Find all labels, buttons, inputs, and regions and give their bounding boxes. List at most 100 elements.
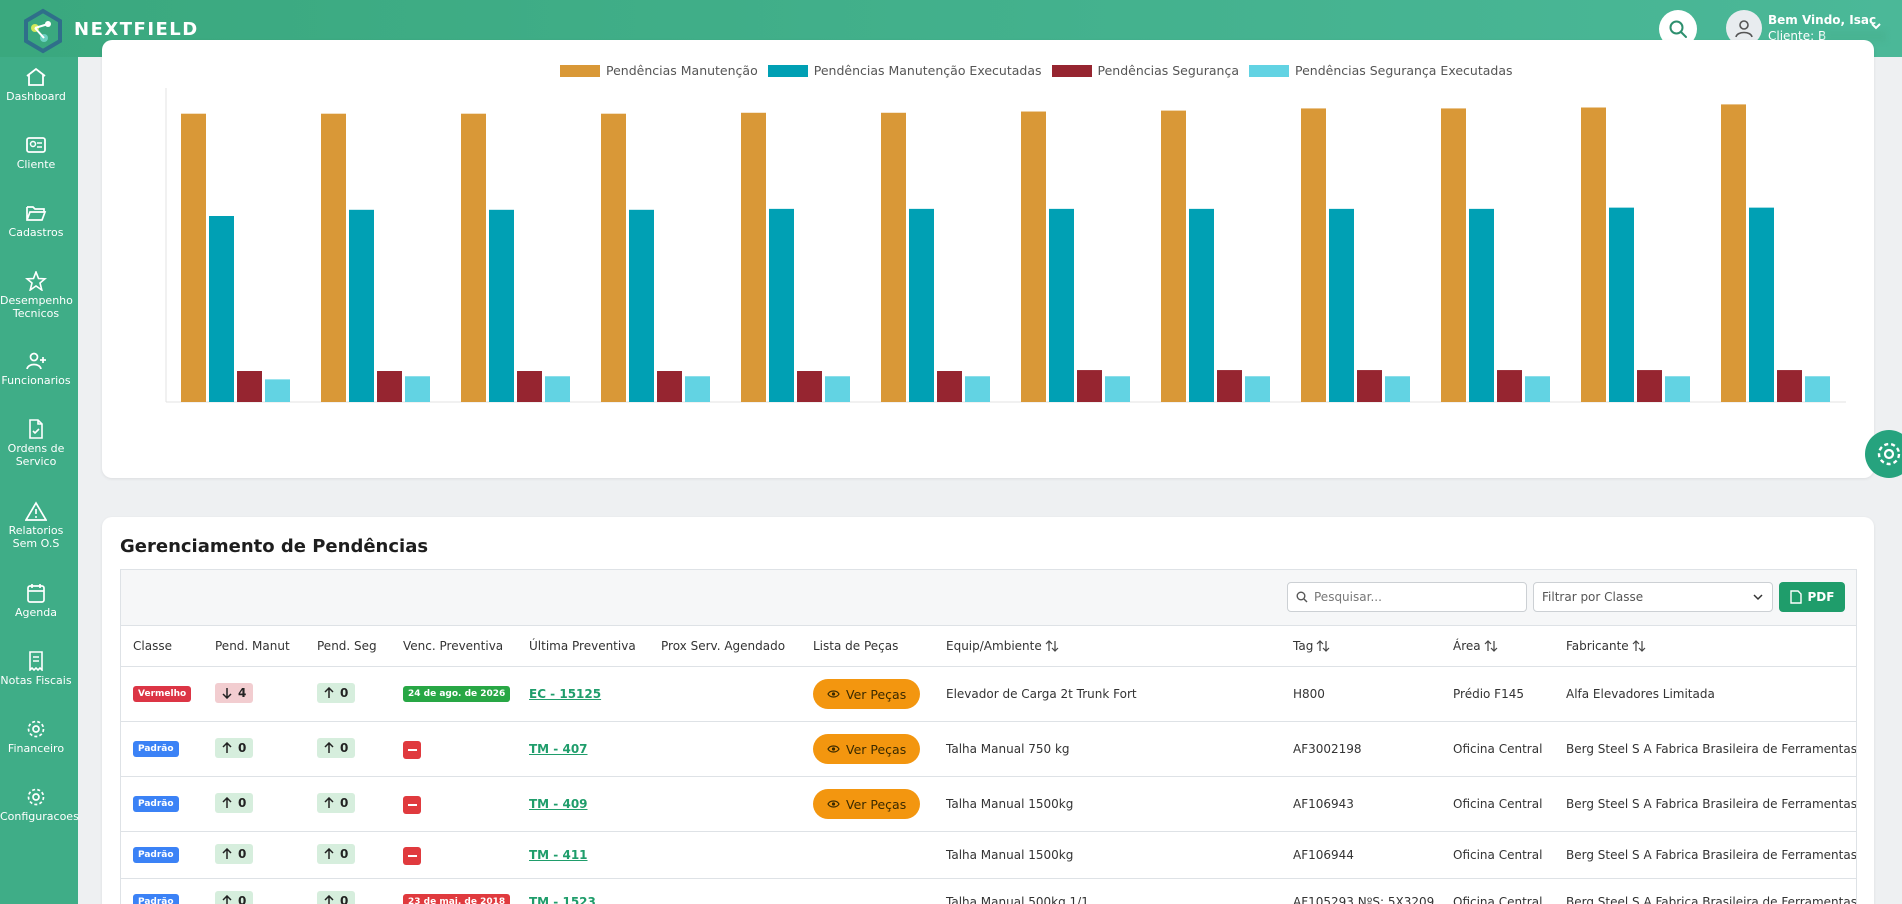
bar-3-10[interactable] [1665,376,1690,402]
sidebar-item-ordens-de-servico[interactable]: Ordens de Servico [0,419,72,468]
sort-icon[interactable] [1045,640,1059,652]
legend-item[interactable]: Pendências Segurança [1051,63,1239,78]
ver-pecas-button[interactable]: Ver Peças [813,734,921,764]
legend-item[interactable]: Pendências Segurança Executadas [1248,63,1513,78]
bar-2-8[interactable] [1357,370,1382,402]
bar-2-5[interactable] [937,371,962,402]
sidebar-item-agenda[interactable]: Agenda [0,583,72,619]
bar-2-9[interactable] [1497,370,1522,402]
bar-2-0[interactable] [237,371,262,402]
bar-0-7[interactable] [1161,110,1186,402]
bar-2-2[interactable] [517,371,542,402]
no-preventiva-badge [403,741,421,759]
legend-item[interactable]: Pendências Manutenção [560,63,758,78]
bar-3-1[interactable] [405,376,430,402]
no-preventiva-badge [403,847,421,865]
bar-3-2[interactable] [545,376,570,402]
user-welcome[interactable]: Bem Vindo, Isac Cliente: B [1768,12,1887,44]
bar-2-3[interactable] [657,371,682,402]
bar-1-10[interactable] [1609,207,1634,402]
sidebar-item-financeiro[interactable]: Financeiro [0,719,72,755]
bar-3-0[interactable] [265,379,290,402]
bar-0-4[interactable] [741,112,766,403]
search-input[interactable]: Pesquisar... [1287,582,1527,612]
sidebar: Dashboard Cliente Cadastros Desempenho T… [0,57,79,904]
id-card-icon [26,137,46,153]
sort-icon[interactable] [1316,640,1330,652]
bar-0-10[interactable] [1581,107,1606,403]
sort-icon[interactable] [1632,640,1646,652]
ver-pecas-button[interactable]: Ver Peças [813,789,921,819]
col-header-tag[interactable]: Tag [1293,639,1330,653]
bar-2-10[interactable] [1637,370,1662,402]
bar-2-1[interactable] [377,371,402,402]
bar-1-11[interactable] [1749,207,1774,402]
bar-0-9[interactable] [1441,108,1466,403]
bar-1-5[interactable] [909,208,934,402]
sidebar-item-funcionarios[interactable]: Funcionarios [0,351,72,387]
bar-1-2[interactable] [489,209,514,402]
ultima-preventiva-link[interactable]: TM - 407 [529,742,588,756]
bar-0-2[interactable] [461,113,486,402]
bar-3-8[interactable] [1385,376,1410,402]
col-header-area[interactable]: Área [1453,639,1498,653]
sidebar-item-cliente[interactable]: Cliente [0,135,72,171]
ultima-preventiva-link[interactable]: EC - 15125 [529,687,602,701]
col-header-fabricante[interactable]: Fabricante [1566,639,1646,653]
sidebar-item-desempenho-tecnicos[interactable]: Desempenho Tecnicos [0,271,73,320]
settings-fab-button[interactable] [1865,430,1902,478]
bar-1-6[interactable] [1049,208,1074,402]
bar-1-8[interactable] [1329,208,1354,402]
pend-manut-value: 0 [238,741,247,755]
ultima-preventiva-link[interactable]: TM - 411 [529,848,588,862]
sidebar-item-cadastros[interactable]: Cadastros [0,203,72,239]
pend-manut-value: 0 [238,847,247,861]
class-filter-select[interactable]: Filtrar por Classe [1533,582,1773,612]
legend-swatch [767,64,808,77]
bar-0-0[interactable] [181,113,206,402]
table-row[interactable]: Padrão 0 0 TM - 409 Ver Peças Talha Manu… [121,777,1856,832]
bar-2-6[interactable] [1077,370,1102,402]
bar-3-4[interactable] [825,376,850,402]
table-row[interactable]: Vermelho 4 0 24 de ago. de 2026 EC - 151… [121,667,1856,722]
table-row[interactable]: Padrão 0 0 TM - 407 Ver Peças Talha Manu… [121,722,1856,777]
eye-icon [827,690,840,698]
bar-0-3[interactable] [601,113,626,402]
bar-3-6[interactable] [1105,376,1130,402]
legend-item[interactable]: Pendências Manutenção Executadas [767,63,1042,78]
sidebar-item-relatorios-sem-os[interactable]: Relatorios Sem O.S [0,501,72,550]
bar-3-11[interactable] [1805,376,1830,402]
bar-2-7[interactable] [1217,370,1242,402]
ultima-preventiva-link[interactable]: TM - 1523 [529,895,596,904]
bar-0-11[interactable] [1721,104,1746,403]
bar-3-7[interactable] [1245,376,1270,402]
bar-1-1[interactable] [349,209,374,402]
sidebar-item-configuracoes[interactable]: Configuracoes [0,787,79,823]
sort-icon[interactable] [1484,640,1498,652]
sidebar-item-notas-fiscais[interactable]: Notas Fiscais [0,651,72,687]
sidebar-item-dashboard[interactable]: Dashboard [0,67,72,103]
bar-1-7[interactable] [1189,208,1214,402]
ver-pecas-button[interactable]: Ver Peças [813,679,921,709]
ultima-preventiva-link[interactable]: TM - 409 [529,797,588,811]
col-header-equip-ambiente[interactable]: Equip/Ambiente [946,639,1059,653]
bar-0-8[interactable] [1301,108,1326,403]
bar-2-4[interactable] [797,371,822,402]
bar-3-5[interactable] [965,376,990,402]
table-row[interactable]: Padrão 0 0 23 de mai. de 2018 TM - 1523 … [121,879,1856,904]
chevron-down-icon[interactable] [1870,20,1882,32]
pdf-export-button[interactable]: PDF [1779,582,1845,612]
bar-1-4[interactable] [769,208,794,402]
bar-1-3[interactable] [629,209,654,402]
bar-0-6[interactable] [1021,111,1046,402]
bar-2-11[interactable] [1777,370,1802,402]
bar-1-9[interactable] [1469,208,1494,402]
bar-1-0[interactable] [209,216,234,402]
bar-0-1[interactable] [321,113,346,402]
col-header-label: Tag [1293,639,1314,653]
table-row[interactable]: Padrão 0 0 TM - 411 Talha Manual 1500kg … [121,832,1856,879]
bar-3-9[interactable] [1525,376,1550,402]
arrow-up-icon [324,687,334,698]
bar-3-3[interactable] [685,376,710,402]
bar-0-5[interactable] [881,112,906,403]
